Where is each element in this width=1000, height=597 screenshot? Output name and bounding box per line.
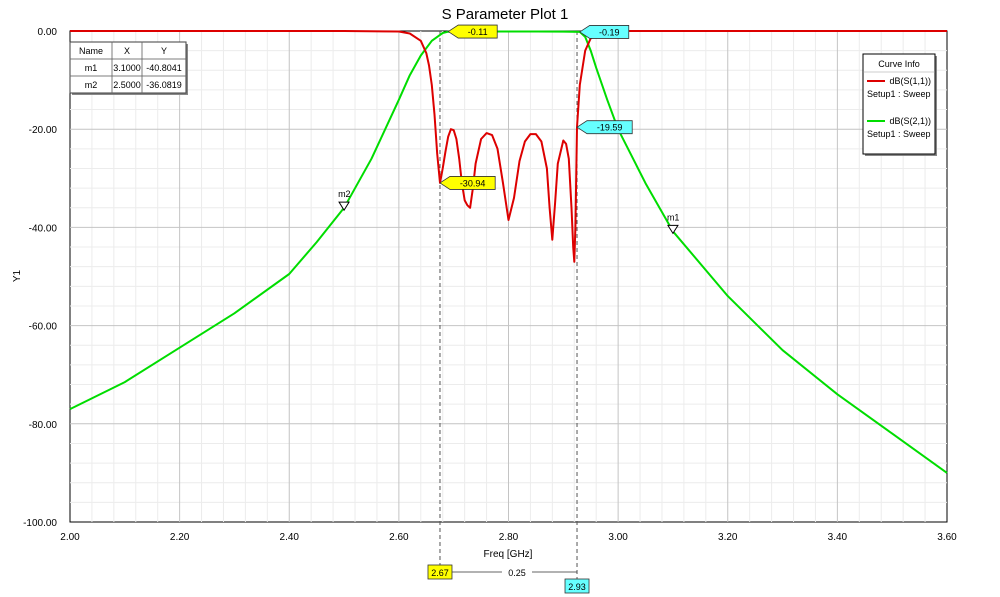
annotation-tag — [439, 176, 496, 190]
marker-table-cell: -36.0819 — [146, 80, 182, 90]
marker-triangle-m2[interactable] — [338, 201, 350, 212]
y-tick-label: -100.00 — [23, 518, 57, 529]
x-tick-label: 3.60 — [937, 532, 957, 543]
legend-title: Curve Info — [878, 59, 920, 69]
y-tick-label: -60.00 — [29, 322, 58, 333]
marker-table-header: X — [124, 46, 130, 56]
legend-frame — [862, 53, 936, 155]
series-db-s-1-1 — [70, 30, 947, 263]
y-tick-label: -40.00 — [29, 223, 58, 234]
markers[interactable]: m1 m2 — [338, 189, 680, 235]
x-tick-label: 2.20 — [170, 532, 190, 543]
x-tick-label: 2.40 — [280, 532, 300, 543]
marker-triangle-m1[interactable] — [667, 224, 679, 235]
marker-table-cell: 2.5000 — [113, 80, 141, 90]
marker-table-header: Name — [79, 46, 103, 56]
x-tick-label: 3.40 — [828, 532, 848, 543]
x-axis-label: Freq [GHz] — [484, 549, 533, 560]
annotation-tag — [579, 25, 630, 39]
x-axis-ticks: 2.00 2.20 2.40 2.60 2.80 3.00 3.20 3.40 3.60 — [60, 532, 957, 543]
legend-entry-name[interactable]: dB(S(1,1)) — [889, 76, 931, 86]
x-tick-label: 2.80 — [499, 532, 519, 543]
marker-table-cell: m2 — [85, 80, 98, 90]
cursor-label-2: 2.93 — [568, 582, 586, 592]
y-tick-label: -20.00 — [29, 125, 58, 136]
cursor-delta-value: 0.25 — [508, 568, 526, 578]
marker-table-cell: 3.1000 — [113, 63, 141, 73]
chart-title: S Parameter Plot 1 — [442, 6, 569, 23]
marker-label-m2: m2 — [338, 189, 351, 199]
marker-table-cell-border — [141, 75, 187, 94]
x-tick-label: 3.20 — [718, 532, 738, 543]
cursor-labels: 2.67 2.93 0.25 — [427, 564, 590, 594]
y-axis-label: Y1 — [12, 269, 23, 282]
marker-table-cell: m1 — [85, 63, 98, 73]
legend-entry-sub: Setup1 : Sweep — [867, 129, 931, 139]
marker-table-header: Y — [161, 46, 167, 56]
annotation-value: -0.19 — [599, 27, 620, 37]
legend[interactable]: Curve Info dB(S(1,1)) Setup1 : Sweep dB(S(2… — [862, 53, 937, 156]
annotation-tag — [447, 24, 498, 39]
marker-label-m1: m1 — [667, 212, 680, 222]
legend-entry-name[interactable]: dB(S(2,1)) — [889, 116, 931, 126]
marker-table[interactable]: Name X Ym1 3.1000 -40.8041 m2 2.5000 -36.0819 — [69, 41, 188, 95]
cursor-label-1: 2.67 — [431, 568, 449, 578]
annotation-value: -30.94 — [460, 178, 486, 188]
x-tick-label: 2.00 — [60, 532, 80, 543]
cursor-label-box-2 — [564, 578, 590, 594]
annotations: -0.11 -0.19 -30.94 -19.59 — [439, 24, 633, 190]
y-axis-ticks: 0.00 -20.00 -40.00 -60.00 -80.00 -100.00 — [23, 27, 57, 529]
marker-table-cell: -40.8041 — [146, 63, 182, 73]
annotation-value: -19.59 — [597, 123, 623, 133]
x-tick-label: 3.00 — [608, 532, 628, 543]
annotation-value: -0.11 — [468, 27, 488, 37]
x-tick-label: 2.60 — [389, 532, 409, 543]
y-tick-label: -80.00 — [29, 420, 58, 431]
legend-entry-sub: Setup1 : Sweep — [867, 89, 931, 99]
annotation-tag — [576, 120, 633, 135]
grid-major — [70, 31, 947, 522]
y-tick-label: 0.00 — [38, 27, 58, 38]
